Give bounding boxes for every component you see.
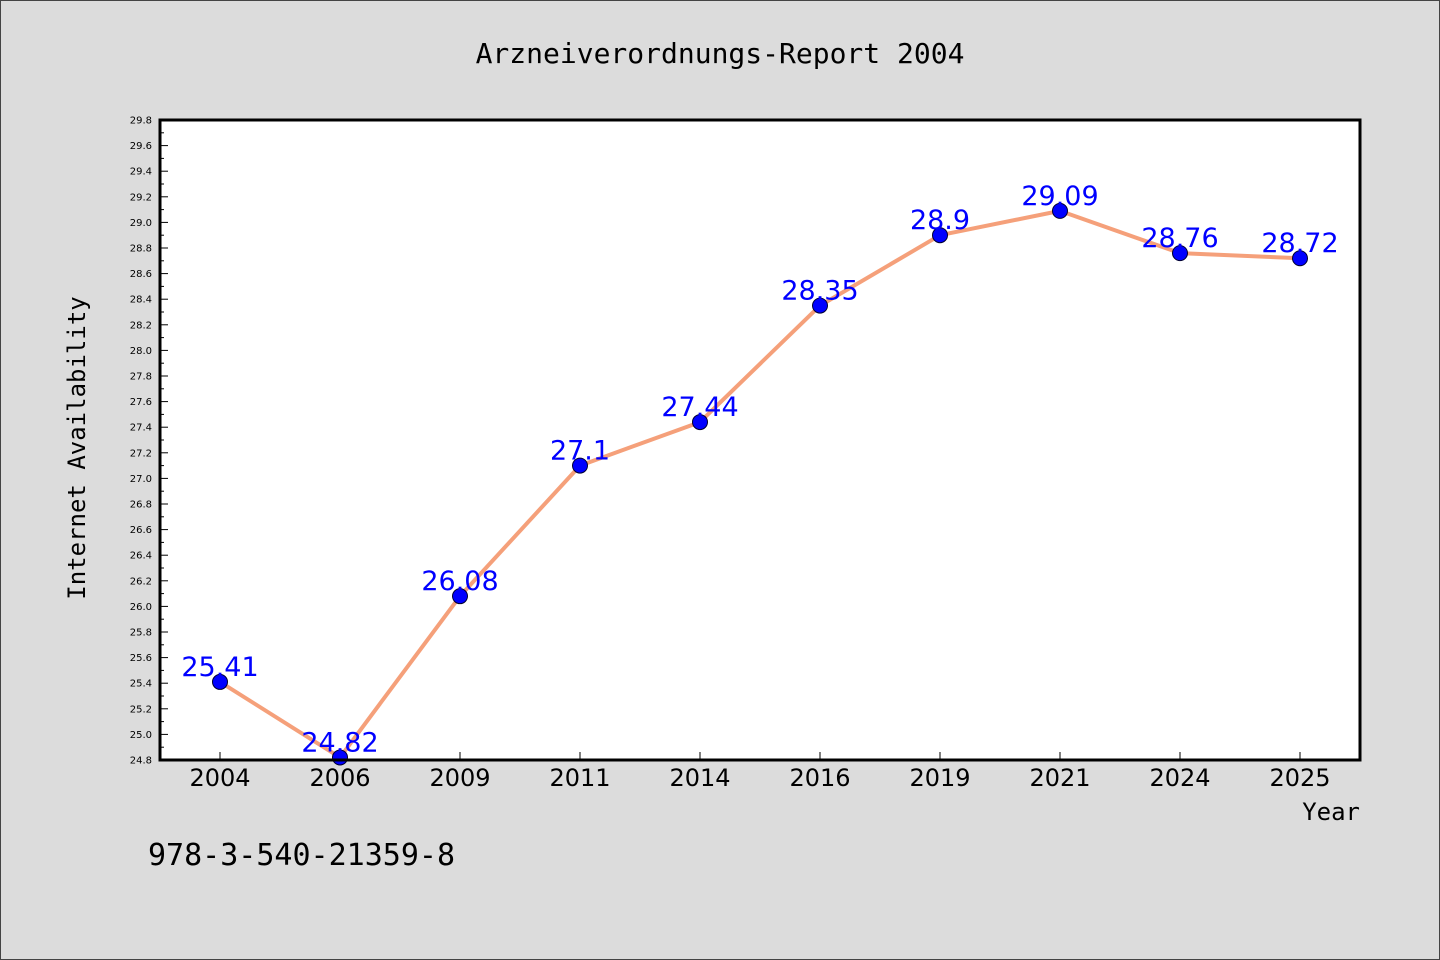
y-tick-label: 27.2 — [130, 448, 152, 459]
data-label: 27.44 — [661, 392, 738, 423]
data-point — [1172, 245, 1188, 262]
y-tick-label: 29.4 — [130, 167, 152, 178]
data-label: 28.72 — [1261, 228, 1338, 259]
data-point — [932, 227, 948, 244]
x-tick-label: 2024 — [1149, 764, 1210, 792]
data-point — [452, 588, 468, 605]
x-tick-label: 2011 — [549, 764, 610, 792]
y-tick-label: 28.4 — [130, 295, 152, 306]
y-tick-label: 25.6 — [130, 653, 152, 664]
y-tick-label: 27.0 — [130, 474, 152, 485]
data-label: 29.09 — [1021, 181, 1098, 212]
y-tick-label: 26.0 — [130, 602, 152, 613]
x-axis: 2004 2006 2009 2011 2014 2016 2019 2021 2024 2025 — [189, 752, 1331, 792]
chart-title: Arzneiverordnungs-Report 2004 — [476, 37, 965, 70]
x-tick-label: 2014 — [669, 764, 730, 792]
y-tick-label: 29.6 — [130, 141, 152, 152]
x-tick-label: 2009 — [429, 764, 490, 792]
data-point — [812, 297, 828, 314]
plot-area — [160, 120, 1360, 760]
y-tick-label: 28.8 — [130, 244, 152, 255]
data-label: 28.35 — [781, 276, 858, 307]
data-label: 28.9 — [910, 205, 970, 236]
y-tick-label: 29.2 — [130, 192, 152, 203]
y-tick-label: 27.6 — [130, 397, 152, 408]
data-point — [1292, 250, 1308, 267]
y-tick-label: 27.8 — [130, 372, 152, 383]
x-tick-label: 2016 — [789, 764, 850, 792]
y-tick-label: 28.2 — [130, 320, 152, 331]
series-line — [218, 208, 1301, 760]
x-tick-label: 2004 — [189, 764, 250, 792]
data-label: 25.41 — [181, 652, 258, 683]
y-tick-label: 25.0 — [130, 730, 152, 741]
x-tick-label: 2021 — [1029, 764, 1090, 792]
y-tick-label: 25.2 — [130, 704, 152, 715]
y-axis: 24.8 25.0 25.2 25.4 25.6 25.8 26.0 26.2 26.4 26.6… — [130, 116, 168, 767]
y-tick-label: 25.8 — [130, 628, 152, 639]
data-point — [692, 414, 708, 431]
x-tick-label: 2006 — [309, 764, 370, 792]
x-axis-label: Year — [1302, 798, 1360, 826]
data-point — [1052, 202, 1068, 219]
data-point — [572, 457, 588, 474]
plot-frame — [158, 118, 1362, 762]
y-tick-label: 29.8 — [130, 116, 152, 127]
data-label: 24.82 — [301, 727, 378, 758]
y-axis-label: Internet Availability — [63, 296, 91, 599]
y-tick-label: 25.4 — [130, 679, 152, 690]
y-tick-label: 26.4 — [130, 551, 152, 562]
y-tick-label: 26.6 — [130, 525, 152, 536]
x-tick-label: 2019 — [909, 764, 970, 792]
data-label: 26.08 — [421, 566, 498, 597]
y-tick-label: 29.0 — [130, 218, 152, 229]
y-tick-label: 27.4 — [130, 423, 152, 434]
data-point — [212, 673, 228, 690]
y-tick-label: 26.2 — [130, 576, 152, 587]
y-tick-label: 28.0 — [130, 346, 152, 357]
y-tick-label: 28.6 — [130, 269, 152, 280]
data-label: 27.1 — [550, 436, 610, 467]
data-labels: 25.41 24.82 26.08 27.1 27.44 28.35 28.9 29.09 28… — [181, 181, 1338, 759]
x-tick-label: 2025 — [1269, 764, 1330, 792]
data-label: 28.76 — [1141, 223, 1218, 254]
isbn-text: 978-3-540-21359-8 — [148, 838, 455, 873]
y-tick-label: 24.8 — [130, 756, 152, 767]
y-tick-label: 26.8 — [130, 500, 152, 511]
